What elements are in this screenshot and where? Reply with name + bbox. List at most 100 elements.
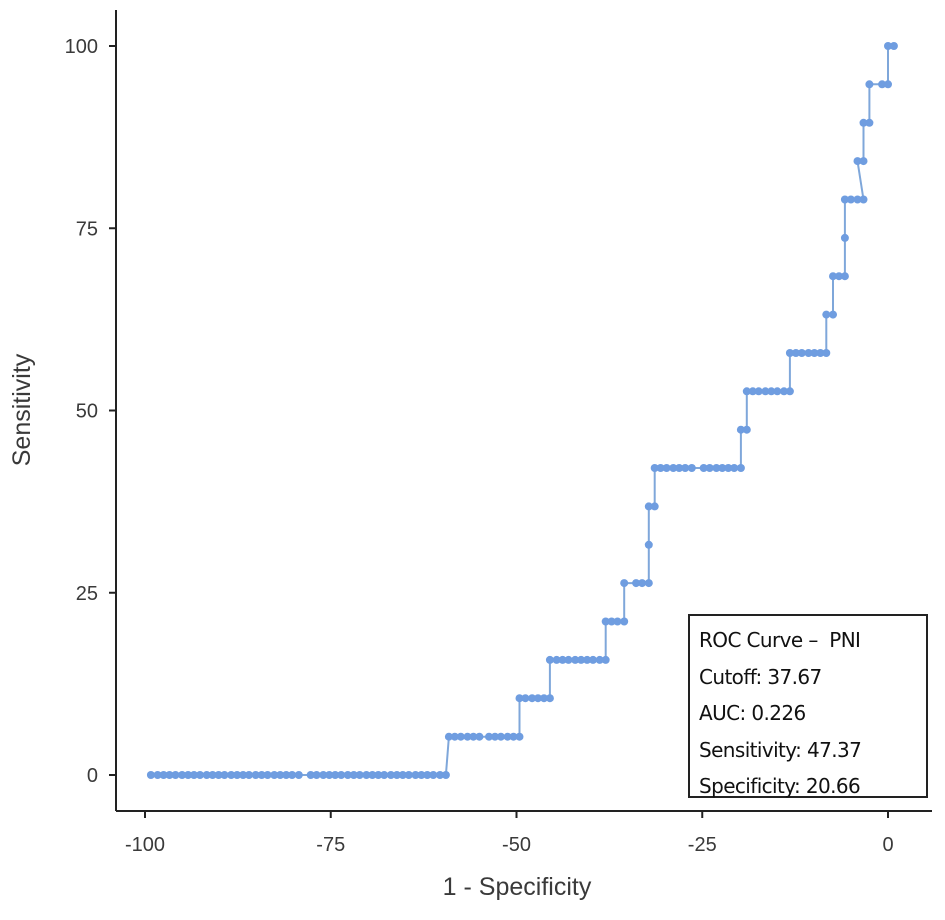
y-tick-label: 75	[76, 218, 98, 240]
roc-point	[859, 157, 868, 166]
roc-point	[589, 655, 597, 664]
roc-point	[190, 771, 198, 779]
roc-point	[638, 579, 647, 588]
roc-point	[601, 617, 610, 626]
roc-point	[816, 349, 825, 357]
roc-point	[840, 272, 849, 281]
roc-point	[545, 694, 554, 703]
x-tick-label: -50	[502, 834, 531, 856]
roc-point	[804, 349, 813, 357]
roc-point	[632, 579, 641, 588]
roc-point	[263, 771, 272, 779]
roc-point	[564, 655, 573, 664]
roc-point	[227, 771, 236, 779]
roc-point	[257, 771, 266, 779]
roc-point	[331, 771, 340, 779]
roc-point	[270, 771, 279, 779]
y-tick-label: 0	[87, 765, 98, 787]
roc-point	[859, 118, 868, 127]
roc-point	[515, 732, 524, 741]
roc-point	[889, 42, 898, 50]
roc-point	[171, 771, 180, 779]
roc-point	[251, 771, 260, 779]
roc-point	[214, 771, 223, 779]
roc-point	[374, 771, 383, 779]
roc-point	[853, 157, 862, 166]
roc-point	[558, 655, 567, 664]
roc-point	[325, 771, 334, 779]
roc-point	[687, 464, 696, 472]
roc-point	[675, 464, 684, 472]
roc-point	[829, 272, 837, 281]
roc-point	[780, 387, 788, 396]
roc-point	[282, 771, 291, 779]
roc-point	[884, 42, 892, 50]
roc-point	[509, 732, 518, 741]
summary-cutoff: Cutoff: 37.67	[699, 664, 822, 689]
roc-point	[773, 387, 782, 396]
plot-area	[146, 42, 898, 779]
roc-point	[368, 771, 377, 779]
roc-point	[699, 464, 708, 472]
x-tick-label: -100	[125, 834, 165, 856]
roc-point	[337, 771, 346, 779]
roc-point	[386, 771, 395, 779]
roc-point	[736, 425, 745, 434]
roc-point	[656, 464, 665, 472]
roc-curve-points	[146, 42, 898, 779]
roc-point	[288, 771, 297, 779]
roc-point	[534, 694, 542, 703]
roc-point	[233, 771, 242, 779]
roc-point	[601, 655, 610, 664]
roc-point	[441, 771, 450, 779]
roc-point	[411, 771, 420, 779]
roc-point	[184, 771, 193, 779]
roc-point	[496, 732, 505, 741]
roc-point	[503, 732, 512, 741]
roc-point	[785, 387, 794, 396]
y-ticks: 0 25 50 75 100	[65, 36, 116, 787]
x-tick-label: -75	[316, 834, 345, 856]
roc-point	[748, 387, 757, 396]
roc-point	[662, 464, 671, 472]
roc-point	[463, 732, 472, 741]
roc-point	[607, 617, 616, 626]
roc-point	[822, 310, 831, 319]
roc-point	[718, 464, 727, 472]
roc-point	[865, 118, 874, 127]
roc-point	[475, 732, 484, 741]
roc-point	[791, 349, 800, 357]
roc-point	[865, 80, 874, 89]
roc-point	[196, 771, 204, 779]
roc-point	[306, 771, 315, 779]
roc-point	[620, 579, 629, 588]
roc-point	[620, 617, 629, 626]
roc-point	[797, 349, 806, 357]
roc-point	[153, 771, 162, 779]
roc-point	[178, 771, 187, 779]
roc-point	[349, 771, 358, 779]
roc-point	[840, 195, 849, 204]
summary-sensitivity: Sensitivity: 47.37	[699, 737, 862, 762]
roc-point	[644, 579, 653, 588]
roc-summary-box: ROC Curve – PNI Cutoff: 37.67 AUC: 0.226…	[688, 614, 928, 798]
roc-point	[840, 233, 849, 242]
roc-point	[853, 195, 862, 204]
summary-auc: AUC: 0.226	[699, 701, 806, 725]
roc-point	[540, 694, 548, 703]
roc-point	[644, 502, 653, 511]
roc-point	[742, 387, 751, 396]
roc-point	[220, 771, 229, 779]
roc-point	[761, 387, 770, 396]
roc-point	[469, 732, 478, 741]
roc-point	[810, 349, 819, 357]
roc-point	[404, 771, 413, 779]
roc-point	[159, 771, 168, 779]
roc-point	[312, 771, 321, 779]
roc-point	[859, 195, 868, 204]
roc-point	[456, 732, 465, 741]
roc-point	[208, 771, 217, 779]
roc-point	[613, 617, 622, 626]
axes: 0 25 50 75 100 -100 -75 -50 -25 0	[65, 10, 932, 856]
roc-point	[736, 464, 745, 472]
